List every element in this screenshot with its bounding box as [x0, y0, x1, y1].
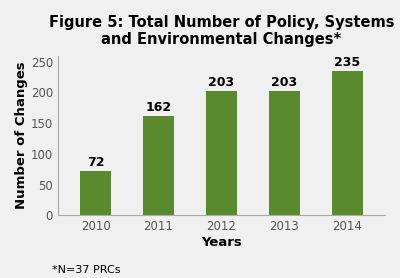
- Bar: [332, 71, 363, 215]
- Y-axis label: Number of Changes: Number of Changes: [15, 62, 28, 209]
- Title: Figure 5: Total Number of Policy, Systems
and Environmental Changes*: Figure 5: Total Number of Policy, System…: [49, 15, 394, 48]
- X-axis label: Years: Years: [201, 236, 242, 249]
- Text: 235: 235: [334, 56, 360, 69]
- Bar: [206, 91, 237, 215]
- Text: 203: 203: [271, 76, 298, 89]
- Bar: [143, 116, 174, 215]
- Text: *N=37 PRCs: *N=37 PRCs: [52, 265, 120, 275]
- Text: 162: 162: [146, 101, 172, 114]
- Text: 203: 203: [208, 76, 234, 89]
- Bar: [269, 91, 300, 215]
- Bar: [80, 171, 111, 215]
- Text: 72: 72: [87, 156, 104, 169]
